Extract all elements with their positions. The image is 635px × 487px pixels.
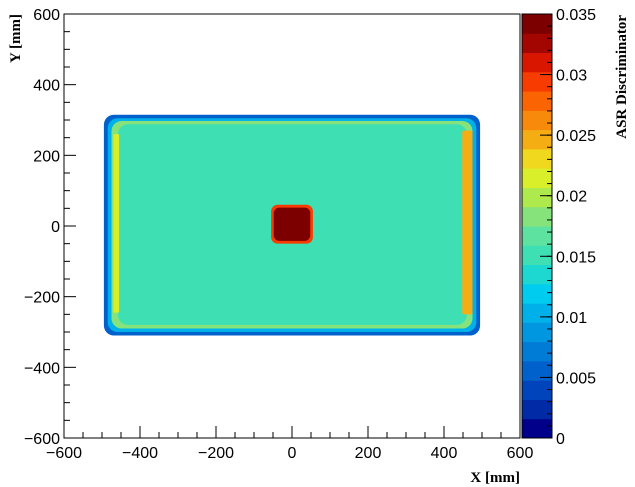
plot-area bbox=[103, 114, 481, 336]
colorbar-swatch bbox=[522, 283, 552, 304]
x-tick-label: 0 bbox=[288, 445, 297, 462]
x-tick-label: 200 bbox=[355, 445, 382, 462]
heatmap-cell-right-edge-band bbox=[462, 130, 473, 315]
y-tick-label: −200 bbox=[24, 290, 60, 307]
colorbar-swatch bbox=[522, 148, 552, 169]
colorbar-swatch bbox=[522, 206, 552, 227]
y-tick-label: 0 bbox=[51, 219, 60, 236]
y-tick-label: −600 bbox=[24, 431, 60, 448]
y-tick-label: −400 bbox=[24, 360, 60, 377]
colorbar-title: ASR Discriminator bbox=[614, 15, 630, 139]
y-tick-label: 400 bbox=[33, 78, 60, 95]
axes: −600 −400 −200 0 200 400 600 −600 −400 −200 0 200 40… bbox=[24, 7, 533, 462]
x-tick-label: 400 bbox=[431, 445, 458, 462]
colorbar-swatch bbox=[522, 129, 552, 150]
colorbar-swatch bbox=[522, 341, 552, 362]
colorbar-swatch bbox=[522, 303, 552, 323]
x-tick-label: −600 bbox=[46, 445, 82, 462]
colorbar-tick-label: 0.02 bbox=[556, 189, 587, 206]
colorbar-swatch bbox=[522, 187, 552, 208]
colorbar-swatch bbox=[522, 322, 552, 343]
colorbar-swatch bbox=[522, 52, 552, 73]
colorbar-swatch bbox=[522, 168, 552, 188]
colorbar-tick-label: 0.015 bbox=[556, 249, 596, 266]
x-tick-label: −200 bbox=[198, 445, 234, 462]
colorbar-swatch bbox=[522, 380, 552, 400]
colorbar-tick-label: 0.035 bbox=[556, 7, 596, 24]
colorbar-swatch bbox=[522, 14, 552, 34]
y-axis-title: Y [mm] bbox=[8, 14, 24, 63]
colorbar-swatch bbox=[522, 418, 552, 439]
colorbar-tick-label: 0.025 bbox=[556, 128, 596, 145]
x-tick-label: 600 bbox=[507, 445, 534, 462]
colorbar-tick-label: 0.01 bbox=[556, 310, 587, 327]
colorbar-swatch bbox=[522, 33, 552, 54]
colorbar-swatch bbox=[522, 360, 552, 381]
colorbar-tick-label: 0.03 bbox=[556, 68, 587, 85]
heatmap-cell-central-target bbox=[273, 207, 311, 241]
colorbar-tick-label: 0 bbox=[556, 431, 565, 448]
colorbar: 0 0.005 0.01 0.015 0.02 0.025 0.03 0.035 bbox=[521, 7, 596, 448]
colorbar-frame bbox=[521, 13, 553, 439]
colorbar-swatch bbox=[522, 264, 552, 285]
heatmap-cell-left-edge-band bbox=[113, 134, 120, 313]
x-axis-title: X [mm] bbox=[470, 470, 520, 486]
colorbar-swatch bbox=[522, 399, 552, 420]
x-tick-label: −400 bbox=[122, 445, 158, 462]
colorbar-swatch bbox=[522, 71, 552, 92]
y-tick-label: 200 bbox=[33, 148, 60, 165]
colorbar-swatch bbox=[522, 245, 552, 266]
colorbar-swatch bbox=[522, 91, 552, 111]
colorbar-swatch bbox=[522, 226, 552, 246]
y-tick-label: 600 bbox=[33, 7, 60, 24]
colorbar-swatch bbox=[522, 110, 552, 131]
colorbar-tick-label: 0.005 bbox=[556, 370, 596, 387]
